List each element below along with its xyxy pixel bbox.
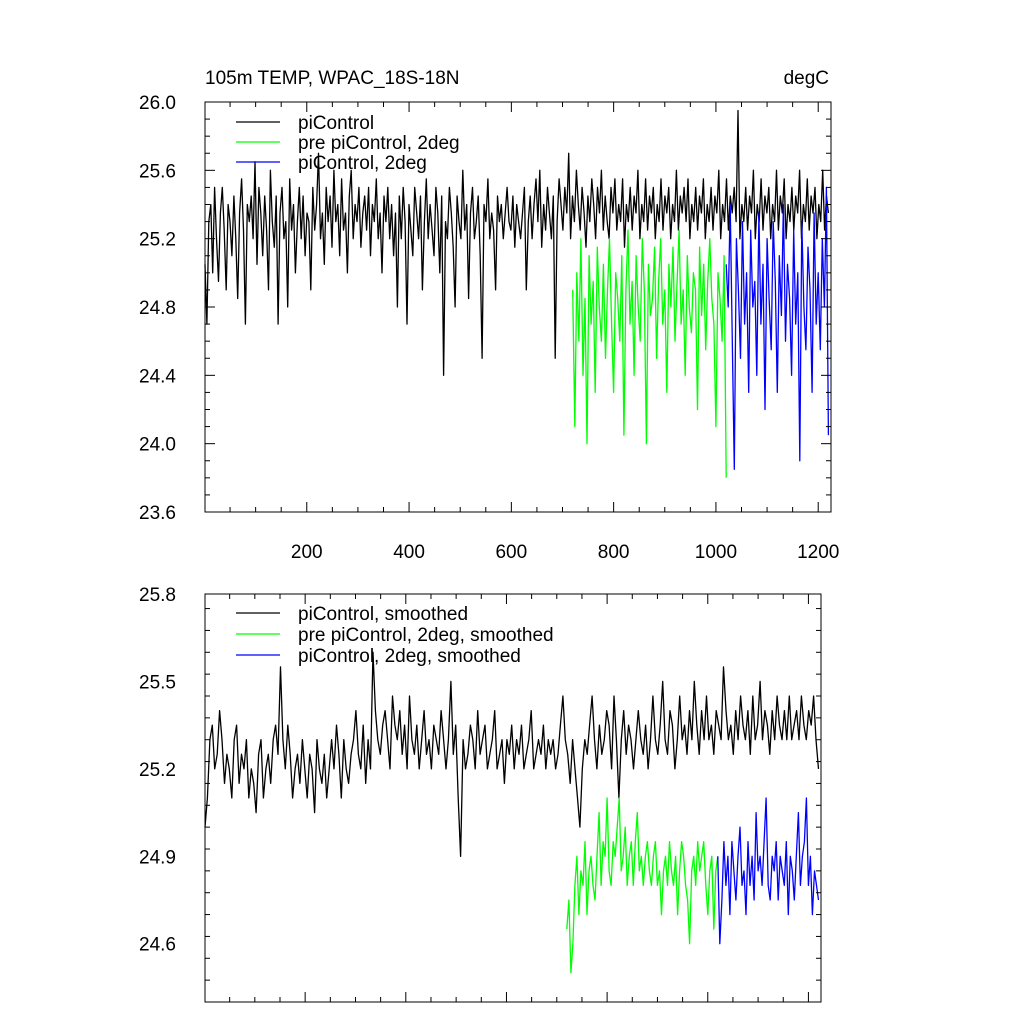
x-tick-label: 1000: [695, 542, 737, 563]
x-tick-label: 400: [393, 542, 425, 563]
series-line-3: [725, 186, 830, 470]
legend-label: piControl, smoothed: [298, 604, 468, 625]
y-tick-label: 24.8: [139, 298, 176, 319]
legend-label: pre piControl, 2deg, smoothed: [298, 625, 554, 646]
units-label: degC: [784, 68, 829, 89]
y-tick-label: 23.6: [139, 503, 176, 524]
legend-label: piControl: [298, 113, 374, 134]
y-tick-label: 25.6: [139, 161, 176, 182]
y-tick-label: 25.2: [139, 760, 176, 781]
x-tick-label: 800: [598, 542, 630, 563]
series-line-1: [204, 651, 820, 857]
x-tick-label: 1200: [797, 542, 839, 563]
y-tick-label: 25.8: [139, 585, 176, 606]
legend-label: piControl, 2deg, smoothed: [298, 646, 521, 667]
series-line-2: [566, 797, 719, 974]
legend-label: pre piControl, 2deg: [298, 133, 460, 154]
y-tick-label: 25.2: [139, 230, 176, 251]
y-tick-label: 24.9: [139, 847, 176, 868]
plot-frame: [204, 593, 822, 1003]
y-tick-label: 26.0: [139, 93, 176, 114]
y-tick-label: 24.4: [139, 366, 176, 387]
y-tick-label: 25.5: [139, 672, 176, 693]
legend-label: piControl, 2deg: [298, 153, 427, 174]
series-line-1: [204, 109, 830, 376]
series-line-2: [572, 229, 727, 478]
y-tick-label: 24.0: [139, 435, 176, 456]
top-chart-panel: 105m TEMP, WPAC_18S-18N degC 200 400 600 80…: [139, 68, 839, 563]
chart-title: 105m TEMP, WPAC_18S-18N: [205, 68, 460, 89]
x-tick-label: 200: [291, 542, 323, 563]
x-tick-label: 600: [495, 542, 527, 563]
series-line-3: [717, 797, 820, 945]
y-tick-label: 24.6: [139, 935, 176, 956]
